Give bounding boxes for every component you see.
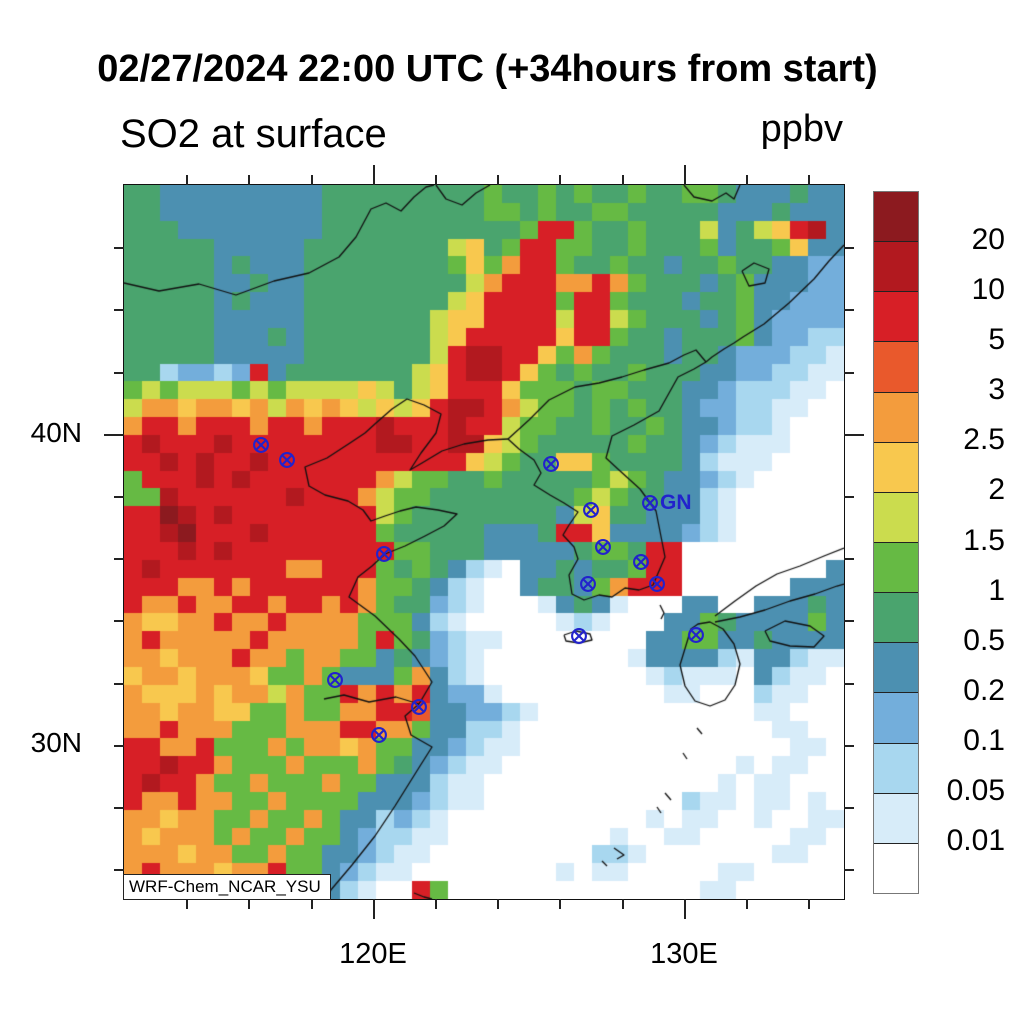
colorbar-label-0.01: 0.01 [946,823,1005,857]
x-axis-tick [497,899,499,909]
station-cross-circle-icon [371,727,387,743]
y-axis-tick [114,496,124,498]
colorbar-label-0.1: 0.1 [963,723,1005,757]
colorbar-band-13 [874,192,918,242]
station-cross-circle-icon [583,502,599,518]
y-axis-tick [114,620,124,622]
y-axis-tick [114,558,124,560]
station-cross-circle-icon [633,554,649,570]
colorbar-label-20: 20 [971,223,1005,257]
colorbar-label-10: 10 [971,273,1005,307]
y-axis-tick [114,247,124,249]
variable-label: SO2 at surface [120,112,387,156]
units-label: ppbv [760,108,843,150]
colorbar-label-0.2: 0.2 [963,673,1005,707]
y-axis-label-30N: 30N [30,727,82,758]
colorbar-band-2 [874,742,918,793]
colorbar-band-12 [874,241,918,292]
station-cross-circle-icon [688,627,704,643]
x-axis-tick [186,899,188,909]
colorbar-band-8 [874,441,918,492]
x-axis-tick [373,899,375,919]
x-axis-label-120E: 120E [339,938,407,970]
x-axis-tick [497,175,499,185]
colorbar-band-0 [874,842,918,893]
y-axis-tick [844,247,854,249]
y-axis-tick [844,807,854,809]
colorbar-band-3 [874,692,918,743]
colorbar-band-4 [874,642,918,693]
colorbar-band-5 [874,592,918,643]
x-axis-tick [435,175,437,185]
model-watermark: WRF-Chem_NCAR_YSU [123,874,331,900]
x-axis-tick [248,899,250,909]
colorbar-band-7 [874,491,918,542]
colorbar-label-5: 5 [988,323,1005,357]
station-cross-circle-icon [253,437,269,453]
colorbar-label-2.5: 2.5 [963,423,1005,457]
colorbar-label-3: 3 [988,373,1005,407]
map-panel: BJTJPYSEOGNDJQDDGGJBSJJFKONJSHHZ WRF-Che… [104,165,864,919]
colorbar-band-1 [874,792,918,843]
x-axis-tick [746,175,748,185]
y-axis-tick [114,309,124,311]
colorbar-label-1.5: 1.5 [963,523,1005,557]
y-axis-tick [844,558,854,560]
station-cross-circle-icon [543,456,559,472]
x-axis-tick [622,899,624,909]
x-axis-tick [808,175,810,185]
station-cross-circle-icon [580,576,596,592]
colorbar-label-1: 1 [988,573,1005,607]
y-axis-tick [104,434,124,436]
station-cross-circle-icon [376,546,392,562]
station-cross-circle-icon [642,495,658,511]
y-axis-tick [844,683,854,685]
y-axis-label-40N: 40N [30,417,82,448]
y-axis-tick [844,745,854,747]
station-cross-circle-icon [595,539,611,555]
y-axis-tick [114,372,124,374]
colorbar-label-0.05: 0.05 [946,773,1005,807]
y-axis-tick [844,620,854,622]
colorbar-band-11 [874,291,918,342]
y-axis-tick [844,372,854,374]
x-axis-tick [559,175,561,185]
colorbar-label-0.5: 0.5 [963,623,1005,657]
x-axis-tick [373,165,375,185]
x-axis-tick [186,175,188,185]
station-cross-circle-icon [571,628,587,644]
station-cross-circle-icon [649,576,665,592]
colorbar [873,191,919,894]
x-axis-tick [311,175,313,185]
y-axis-tick [114,807,124,809]
y-axis-tick [844,434,864,436]
x-axis-tick [684,899,686,919]
y-axis-tick [844,309,854,311]
heatmap-canvas [124,185,844,899]
colorbar-band-6 [874,541,918,593]
x-axis-tick [808,899,810,909]
x-axis-tick [248,175,250,185]
y-axis-tick [844,496,854,498]
colorbar-label-2: 2 [988,473,1005,507]
x-axis-tick [684,165,686,185]
colorbar-band-9 [874,391,918,442]
x-axis-tick [435,899,437,909]
city-label-GN: GN [660,491,692,514]
y-axis-tick [114,745,124,747]
x-axis-tick [622,175,624,185]
station-cross-circle-icon [411,699,427,715]
x-axis-tick [311,899,313,909]
y-axis-tick [844,869,854,871]
y-axis-tick [114,869,124,871]
x-axis-tick [559,899,561,909]
figure-title: 02/27/2024 22:00 UTC (+34hours from star… [97,48,878,90]
colorbar-band-10 [874,341,918,392]
station-cross-circle-icon [327,672,343,688]
y-axis-tick [114,683,124,685]
x-axis-label-130E: 130E [650,938,718,970]
station-cross-circle-icon [279,452,295,468]
x-axis-tick [746,899,748,909]
